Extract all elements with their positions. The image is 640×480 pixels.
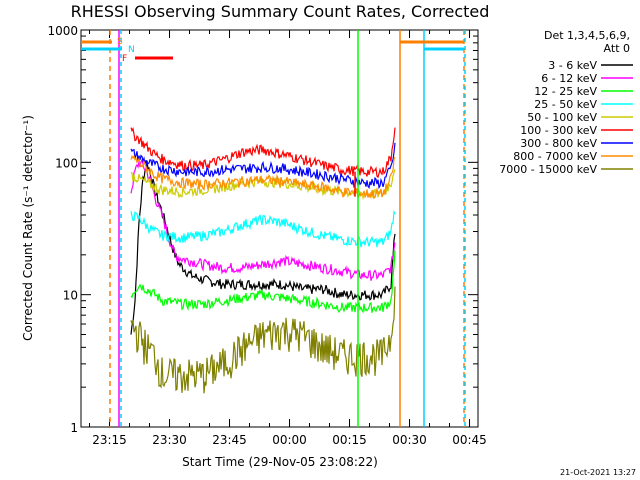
x-axis: 23:15 23:30 23:45 00:00 00:15 00:30 00:45 (89, 30, 487, 447)
detector-info-line2: Att 0 (604, 42, 630, 55)
y-tick-label: 10 (63, 289, 78, 303)
legend-label: 12 - 25 keV (534, 85, 597, 98)
plot-frame (80, 29, 479, 428)
legend-label: 6 - 12 keV (541, 72, 597, 85)
legend-label: 100 - 300 keV (520, 124, 597, 137)
y-axis-label: Corrected Count Rate (s⁻¹ detector⁻¹) (21, 115, 35, 341)
x-tick-label: 00:00 (272, 433, 307, 447)
series-line-8 (130, 286, 396, 394)
x-tick-label: 00:45 (452, 433, 487, 447)
y-tick-label: 100 (55, 156, 78, 170)
legend-label: 300 - 800 keV (520, 137, 597, 150)
flag-label-f: F (122, 54, 127, 64)
series-line-0 (130, 160, 396, 335)
series-line-5 (130, 127, 396, 179)
plot-area (80, 29, 479, 428)
legend-label: 50 - 100 keV (527, 111, 597, 124)
marker-layer: SNF (81, 30, 466, 427)
series-line-7 (130, 154, 396, 200)
flag-label-n: N (128, 45, 135, 55)
chart-title: RHESSI Observing Summary Count Rates, Co… (71, 2, 490, 21)
x-axis-label: Start Time (29-Nov-05 23:08:22) (182, 455, 378, 469)
y-tick-label: 1000 (47, 24, 78, 38)
flag-label-s: S (117, 37, 123, 47)
series-layer (130, 127, 396, 394)
series-line-1 (130, 158, 396, 281)
series-line-3 (130, 210, 396, 248)
x-tick-label: 00:15 (332, 433, 367, 447)
series-line-6 (130, 142, 396, 190)
detector-info-line1: Det 1,3,4,5,6,9, (544, 29, 630, 42)
x-tick-label: 23:15 (92, 433, 127, 447)
x-tick-label: 23:45 (212, 433, 247, 447)
y-axis: 1 10 100 1000 (47, 24, 478, 435)
legend-label: 25 - 50 keV (534, 98, 597, 111)
legend-label: 7000 - 15000 keV (499, 163, 597, 176)
series-line-2 (130, 250, 396, 314)
x-tick-label: 23:30 (152, 433, 187, 447)
y-tick-label: 1 (70, 421, 78, 435)
legend-label: 800 - 7000 keV (513, 150, 597, 163)
date-stamp: 21-Oct-2021 13:27 (560, 468, 636, 477)
legend-label: 3 - 6 keV (548, 59, 597, 72)
x-tick-label: 00:30 (392, 433, 427, 447)
